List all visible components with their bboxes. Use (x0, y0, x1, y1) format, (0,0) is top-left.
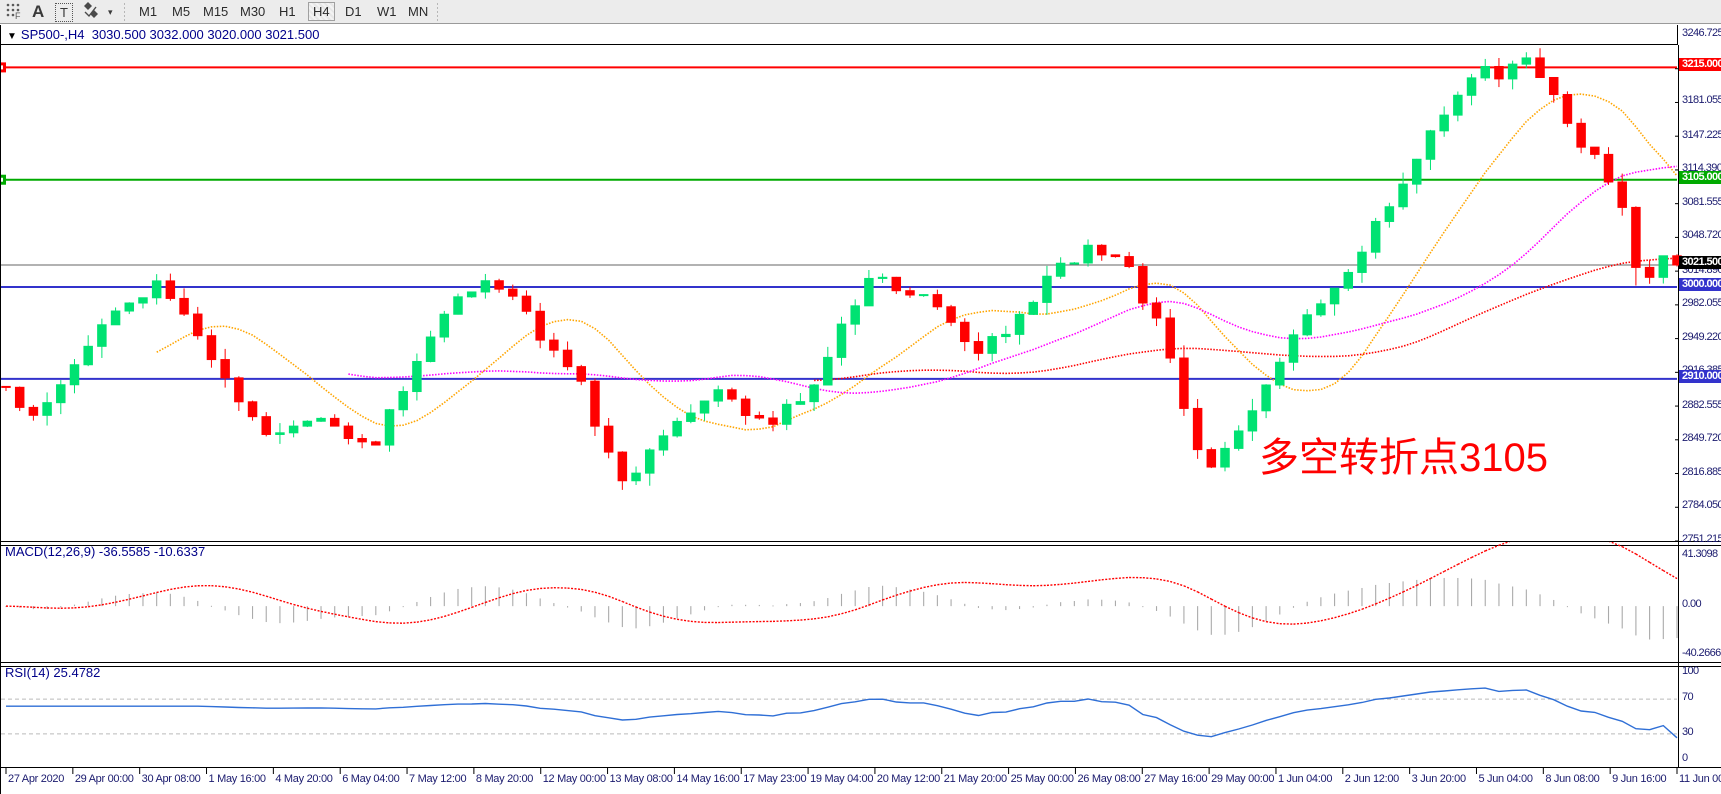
svg-text:F: F (15, 11, 21, 19)
